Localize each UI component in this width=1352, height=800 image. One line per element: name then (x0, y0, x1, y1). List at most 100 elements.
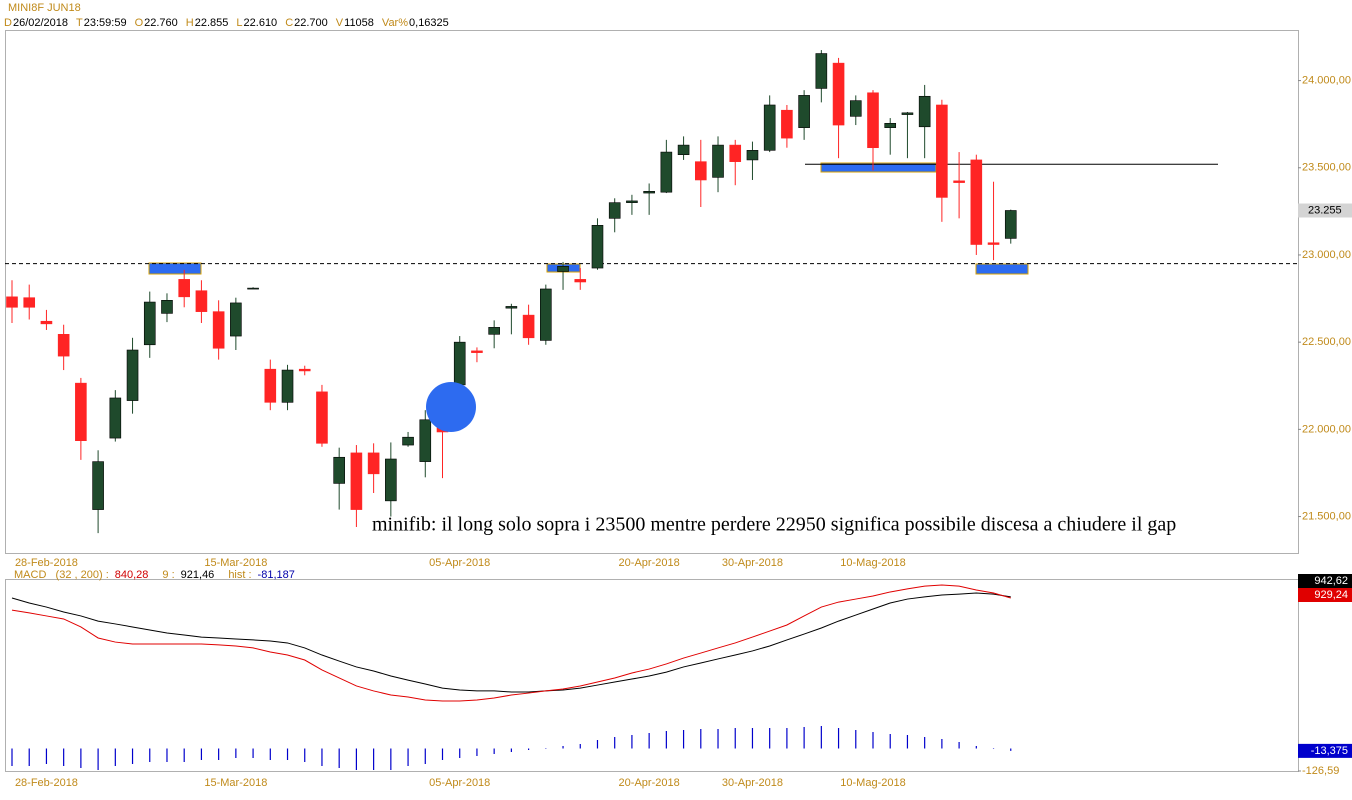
candle-body (316, 391, 328, 444)
annotation: minifib: il long solo sopra i 23500 ment… (372, 514, 1176, 536)
candle-body (281, 369, 294, 403)
x-tick-label: 30-Apr-2018 (722, 777, 783, 789)
candle-body (540, 288, 552, 341)
candle-body (746, 150, 759, 161)
candle-body (557, 266, 569, 272)
x-tick-label: 10-Mag-2018 (840, 777, 905, 789)
header-key: V (336, 17, 344, 29)
candle-body (109, 397, 122, 439)
header-key: L (236, 17, 242, 29)
candle-body (247, 287, 259, 290)
candle-body (367, 452, 380, 475)
x-tick-label: 20-Apr-2018 (619, 557, 680, 569)
header-key: D (4, 17, 12, 29)
candle-body (867, 92, 879, 149)
header-value: 0,16325 (409, 17, 449, 29)
candle-body (781, 109, 793, 139)
header-value: 23:59:59 (84, 17, 127, 29)
x-tick-label: 28-Feb-2018 (15, 557, 78, 569)
last-value-box (1298, 588, 1352, 602)
last-value-box (1298, 743, 1352, 758)
candle-body (23, 297, 36, 308)
macd-line (11, 592, 1011, 693)
highlight-circle (426, 382, 476, 432)
indicator-value: 840,28 (115, 569, 149, 581)
price-panel (5, 30, 1299, 554)
y-tick-label: 21.500,00 (1302, 510, 1351, 522)
candle-body (987, 242, 1000, 245)
candle-body (884, 122, 897, 128)
header-key: T (76, 17, 83, 29)
candle-body (574, 279, 587, 283)
x-tick-label: 15-Mar-2018 (204, 777, 267, 789)
y-tick-label: 23.500,00 (1302, 162, 1351, 174)
candle-body (677, 144, 690, 155)
candle-body (901, 112, 914, 115)
candle-body (591, 225, 604, 269)
candle-body (643, 191, 655, 194)
candle-body (471, 350, 483, 353)
candle-body (178, 279, 190, 298)
candle-body (729, 144, 742, 162)
y-tick-label: 23.000,00 (1302, 249, 1351, 261)
x-tick-label: 05-Apr-2018 (429, 557, 490, 569)
candle-body (230, 302, 242, 337)
candle-body (350, 452, 363, 510)
x-tick-label: 15-Mar-2018 (204, 557, 267, 569)
candle-body (40, 320, 53, 325)
last-value-box (1298, 574, 1352, 588)
y-tick-label: 22.000,00 (1302, 423, 1351, 435)
header-key: O (135, 17, 144, 29)
candle-body (970, 159, 983, 245)
candle-body (57, 334, 70, 357)
highlight-box (820, 162, 937, 173)
candle-body (918, 95, 931, 128)
candle-body (815, 53, 828, 89)
y-tick-label: 24.000,00 (1302, 74, 1351, 86)
header-key: H (186, 17, 194, 29)
candle-body (402, 436, 414, 446)
candle-body (660, 151, 673, 193)
symbol: MINI8F JUN18 (8, 2, 81, 14)
indicator-key: hist : (228, 569, 251, 581)
indicator-value: 921,46 (181, 569, 215, 581)
candle-body (333, 456, 345, 484)
x-tick-label: 20-Apr-2018 (619, 777, 680, 789)
candle-body (849, 100, 862, 117)
candle-body (763, 104, 776, 151)
highlight-box (148, 262, 202, 275)
candle-body (1004, 210, 1017, 239)
candle-body (522, 314, 535, 339)
candle-body (419, 419, 432, 462)
last-price-label: 23.255 (1308, 204, 1342, 216)
candle-body (505, 306, 518, 309)
x-tick-label: 05-Apr-2018 (429, 777, 490, 789)
last-price-box (1298, 203, 1352, 218)
candle-body (626, 200, 638, 203)
candle-body (936, 104, 948, 198)
candle-body (488, 327, 500, 335)
marks (5, 50, 1301, 772)
candle-body (212, 311, 225, 349)
macd-panel (5, 579, 1299, 772)
last-value-label: -13,375 (1311, 745, 1348, 757)
candle-body (161, 300, 173, 314)
header-value: 22.700 (294, 17, 328, 29)
header-value: 11058 (344, 17, 374, 29)
candle-body (195, 290, 208, 312)
candle-body (264, 368, 277, 403)
y-tick-label: -126,59 (1302, 765, 1339, 777)
candle-body (143, 301, 156, 346)
header-key: Var% (382, 17, 408, 29)
header-value: 26/02/2018 (13, 17, 68, 29)
header-value: 22.760 (144, 17, 178, 29)
candle-body (75, 382, 87, 441)
header-value: 22.855 (195, 17, 229, 29)
candle-body (953, 180, 965, 183)
header-key: C (285, 17, 293, 29)
y-tick-label: 22.500,00 (1302, 336, 1351, 348)
indicator-value: -81,187 (258, 569, 295, 581)
